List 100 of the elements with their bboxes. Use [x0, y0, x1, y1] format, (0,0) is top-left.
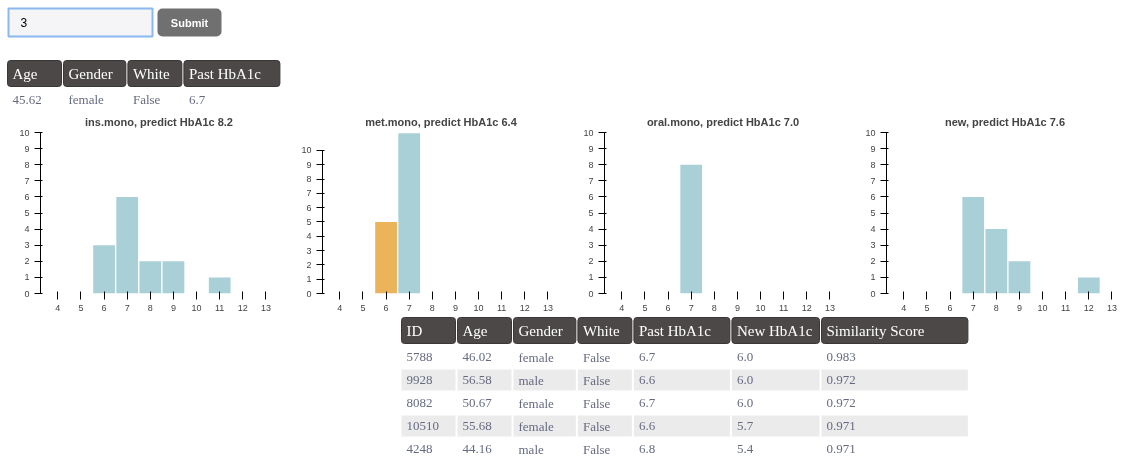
category-label: New HbA1c: [736, 322, 813, 339]
x-tick-label: 12: [801, 302, 812, 313]
text: 5.7: [736, 418, 754, 433]
y-tick-label: 9: [870, 143, 876, 154]
x-tick-label: 9: [452, 302, 458, 313]
text: 9928: [406, 372, 433, 387]
y-tick-label: 7: [870, 175, 876, 186]
text: female: [518, 395, 554, 411]
x-tick-label: 9: [734, 302, 740, 313]
text: False: [582, 441, 611, 457]
text: False: [132, 92, 161, 107]
x-tick-label: 4: [55, 302, 61, 313]
y-tick-label: 2: [306, 259, 312, 270]
y-tick-label: 0: [870, 288, 876, 299]
text: male: [518, 441, 544, 457]
y-tick-label: 4: [24, 224, 30, 235]
x-tick-label: 13: [824, 302, 835, 313]
x-tick-label: 5: [78, 302, 84, 313]
x-tick-label: 10: [473, 302, 484, 313]
y-tick-label: 0: [588, 288, 594, 299]
y-tick-label: 8: [588, 159, 594, 170]
text: 55.68: [462, 418, 492, 433]
y-tick-label: 8: [24, 159, 30, 170]
text: 5.4: [736, 441, 754, 456]
y-tick-label: 3: [588, 240, 594, 251]
y-tick-label: 1: [306, 274, 312, 285]
y-tick-label: 2: [24, 256, 30, 267]
chart-title: oral.mono, predict HbA1c 7.0: [646, 115, 800, 128]
x-tick-label: 13: [1106, 302, 1117, 313]
x-tick-label: 11: [1061, 302, 1071, 313]
y-tick-label: 10: [301, 145, 312, 156]
bar: [162, 261, 185, 294]
category-label: White: [132, 65, 170, 82]
y-tick-label: 7: [588, 175, 594, 186]
y-tick-label: 6: [870, 191, 876, 202]
x-tick-label: 6: [947, 302, 953, 313]
chart-title: met.mono, predict HbA1c 6.4: [365, 115, 518, 128]
y-tick-label: 9: [588, 143, 594, 154]
x-tick-label: 6: [101, 302, 107, 313]
y-tick-label: 7: [306, 188, 312, 199]
x-tick-label: 13: [542, 302, 553, 313]
x-tick-label: 7: [970, 302, 976, 313]
x-tick-label: 10: [755, 302, 766, 313]
x-tick-label: 5: [924, 302, 930, 313]
text: 6.7: [638, 349, 656, 364]
text: 45.62: [12, 91, 42, 107]
x-tick-label: 8: [711, 302, 717, 313]
text: 56.58: [462, 372, 492, 387]
text: 0.972: [826, 372, 856, 387]
text: 6.6: [638, 372, 656, 387]
category-label: Age: [12, 65, 38, 82]
y-tick-label: 6: [588, 191, 594, 202]
bar: [1008, 261, 1031, 294]
bar: [1077, 277, 1100, 294]
category-label: ID: [406, 322, 423, 339]
text: Submit: [170, 16, 209, 29]
x-tick-label: 6: [665, 302, 671, 313]
x-tick-label: 5: [642, 302, 648, 313]
text: 6.0: [736, 395, 754, 410]
x-tick-label: 9: [170, 302, 176, 313]
x-tick-label: 7: [688, 302, 694, 313]
bar: [208, 277, 231, 294]
chart-title: new, predict HbA1c 7.6: [944, 115, 1066, 128]
x-tick-label: 8: [147, 302, 153, 313]
x-tick-label: 8: [993, 302, 999, 313]
x-tick-label: 7: [124, 302, 130, 313]
text: 5788: [406, 349, 433, 364]
text: 6.6: [638, 418, 656, 433]
y-tick-label: 3: [870, 240, 876, 251]
y-tick-label: 2: [870, 256, 876, 267]
category-label: White: [582, 322, 620, 339]
y-tick-label: 4: [588, 224, 594, 235]
text: 6.7: [638, 395, 656, 410]
text: 0.971: [826, 418, 856, 433]
x-tick-label: 10: [1037, 302, 1048, 313]
x-tick-label: 7: [406, 302, 412, 313]
text: False: [582, 349, 611, 365]
x-tick-label: 6: [383, 302, 389, 313]
text: 10510: [406, 418, 439, 433]
y-tick-label: 0: [24, 288, 30, 299]
text: 50.67: [462, 395, 492, 410]
y-tick-label: 9: [24, 143, 30, 154]
y-tick-label: 5: [24, 208, 30, 218]
text: male: [518, 372, 544, 388]
x-tick-label: 4: [901, 302, 907, 313]
text: 44.16: [462, 441, 492, 456]
x-tick-label: 4: [619, 302, 625, 313]
x-tick-label: 5: [360, 302, 366, 313]
y-tick-label: 3: [24, 240, 30, 251]
y-tick-label: 6: [24, 191, 30, 202]
text: 6.0: [736, 372, 754, 387]
x-tick-label: 10: [191, 302, 202, 313]
text: 46.02: [462, 349, 492, 364]
y-tick-label: 1: [588, 272, 594, 283]
text: 6.7: [188, 91, 206, 107]
y-tick-label: 10: [583, 127, 594, 138]
y-tick-label: 5: [588, 208, 594, 218]
y-tick-label: 1: [24, 272, 30, 283]
y-tick-label: 2: [588, 256, 594, 267]
x-tick-label: 12: [1083, 302, 1094, 313]
